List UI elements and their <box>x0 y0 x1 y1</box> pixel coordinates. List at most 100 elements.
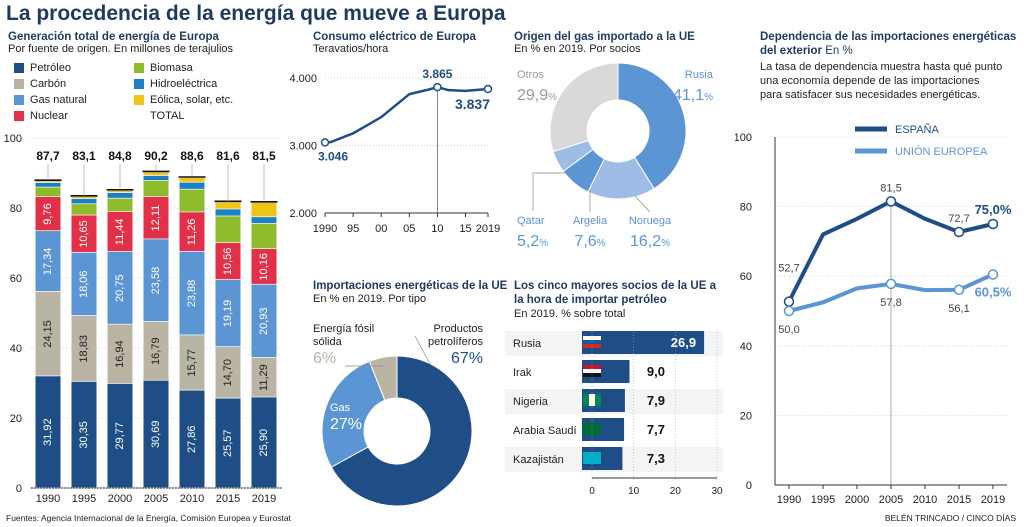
leader-line <box>414 335 431 365</box>
data-point <box>483 84 493 94</box>
donut-slice <box>549 62 619 153</box>
point-label: 81,5 <box>880 182 901 194</box>
point-label: 57,8 <box>880 297 901 309</box>
bar-value-label: 19,19 <box>222 300 234 328</box>
bar-value-label: 18,83 <box>78 335 90 363</box>
category-label: Kazajistán <box>513 454 564 466</box>
y-tick-label: 4.000 <box>289 73 317 85</box>
electricity-subtitle: Teravatios/hora <box>313 43 389 55</box>
total-label: 81,6 <box>216 149 240 163</box>
x-tick-label: 95 <box>347 223 359 235</box>
data-point <box>885 278 897 290</box>
legend-label: Biomasa <box>150 61 193 74</box>
flag-stripe <box>583 431 601 435</box>
x-tick-label: 15 <box>459 223 471 235</box>
slice-value-number: 16,2 <box>630 233 661 250</box>
bar-segment <box>71 198 97 204</box>
bar-value-label: 7,3 <box>647 451 665 466</box>
oil-partners-subtitle: En 2019. % sobre total <box>514 308 626 320</box>
donut-slice <box>321 360 386 468</box>
bar-segment <box>179 212 205 252</box>
x-tick-label: 2015 <box>947 494 971 506</box>
bar-segment <box>107 383 133 488</box>
category-label: Nigeria <box>513 396 549 408</box>
slice-name: Productos <box>433 323 483 335</box>
x-tick-label: 2005 <box>144 493 168 505</box>
footer-sources: Fuentes: Agencia Internacional de la Ene… <box>6 513 291 523</box>
value-label: 3.837 <box>455 96 490 112</box>
electricity-line <box>324 85 489 144</box>
bar-segment <box>143 172 169 176</box>
slice-value-unit: % <box>661 238 670 249</box>
slice-value-unit: % <box>548 92 557 103</box>
legend-swatch <box>14 78 24 89</box>
bar-value-label: 27,86 <box>186 425 198 453</box>
bar-segment <box>143 175 169 181</box>
x-tick-label: 2010 <box>913 494 937 506</box>
value-label: 3.046 <box>318 149 348 163</box>
bar-value-label: 23,88 <box>186 280 198 308</box>
legend-label: Gas natural <box>30 93 87 106</box>
bar-segment <box>179 390 205 488</box>
legend-label: UNIÓN EUROPEA <box>895 145 988 158</box>
dependency-desc-1: La tasa de dependencia muestra hasta qué… <box>760 61 1003 73</box>
slice-value: 41,1% <box>673 87 713 104</box>
oil-partners-title-1: Los cinco mayores socios de la UE a <box>514 280 716 292</box>
dependency-title-unit: En % <box>825 45 853 57</box>
flag-stripe <box>583 344 601 348</box>
bar-segment <box>179 182 205 189</box>
donut-slice <box>330 355 473 507</box>
bar-value-label: 15,77 <box>186 349 198 377</box>
bar-segment <box>71 215 97 252</box>
y-tick-label: 80 <box>740 202 752 214</box>
dependency-chart: 0 20 40 60 80 100 1990 1995 2000 2005 2010 2015 2019… <box>735 123 1012 506</box>
bar-segment <box>35 376 61 488</box>
bar-segment <box>215 242 241 280</box>
bar-segment <box>215 216 241 243</box>
slice-value-unit: % <box>704 92 713 103</box>
dependency-desc-2: una economía depende de las importacione… <box>760 75 980 87</box>
category-label: Irak <box>513 367 532 379</box>
x-tick-label: 2005 <box>879 494 903 506</box>
gas-origin-title: Origen del gas importado a la UE <box>514 31 695 43</box>
y-tick-label: 20 <box>740 410 752 422</box>
bar-value-label: 11,29 <box>258 364 270 391</box>
bar-segment <box>107 192 133 198</box>
bar-value-label: 10,65 <box>78 220 90 248</box>
total-label: 81,5 <box>252 149 276 163</box>
leader-line <box>532 172 577 211</box>
y-tick-label: 3.000 <box>289 141 317 153</box>
point-label: 60,5% <box>975 284 1012 299</box>
bar-value-label: 10,56 <box>222 248 234 276</box>
bar-value-label: 31,92 <box>42 418 54 446</box>
slice-name: Argelia <box>573 215 608 227</box>
bar-segment <box>215 398 241 488</box>
x-tick-label: 30 <box>711 486 723 497</box>
bar-segment <box>179 335 205 390</box>
legend-item: Hidroeléctrica <box>134 76 264 91</box>
total-label: 84,8 <box>108 149 132 163</box>
x-tick-label: 2000 <box>108 493 132 505</box>
bar-segment <box>215 347 241 398</box>
bar-segment <box>251 249 277 284</box>
bar-value-label: 26,9 <box>671 335 696 350</box>
total-label: 83,1 <box>72 149 96 163</box>
x-tick-label: 20 <box>670 486 682 497</box>
legend-label: Carbón <box>30 77 67 90</box>
slice-value-number: 7,6 <box>574 233 596 250</box>
bar-segment <box>251 202 277 217</box>
bar-segment <box>35 291 61 376</box>
bar-segment <box>251 357 277 397</box>
electricity-chart: 2.000 3.000 4.000 1990 95 00 05 10 15 2019 3.046 3.… <box>289 67 500 235</box>
legend-label: TOTAL <box>150 109 185 122</box>
footer-credit: BELÉN TRINCADO / CINCO DÍAS <box>884 513 1016 523</box>
y-tick-label: 2.000 <box>289 208 317 220</box>
oil-partners-chart: Rusia 26,9 Irak 9,0 Nigeria 7,9 Arabia Saudí 7,… <box>505 329 723 497</box>
x-tick-label: 1990 <box>36 493 60 505</box>
total-label: 90,2 <box>144 149 168 163</box>
y-tick-label: 60 <box>10 273 22 285</box>
dependency-title-line1: Dependencia de las importaciones energét… <box>760 31 1017 43</box>
slice-value: 6% <box>313 350 336 367</box>
bar-value-label: 30,35 <box>78 421 90 449</box>
dependency-title-line2: del exterior En % <box>760 44 853 58</box>
